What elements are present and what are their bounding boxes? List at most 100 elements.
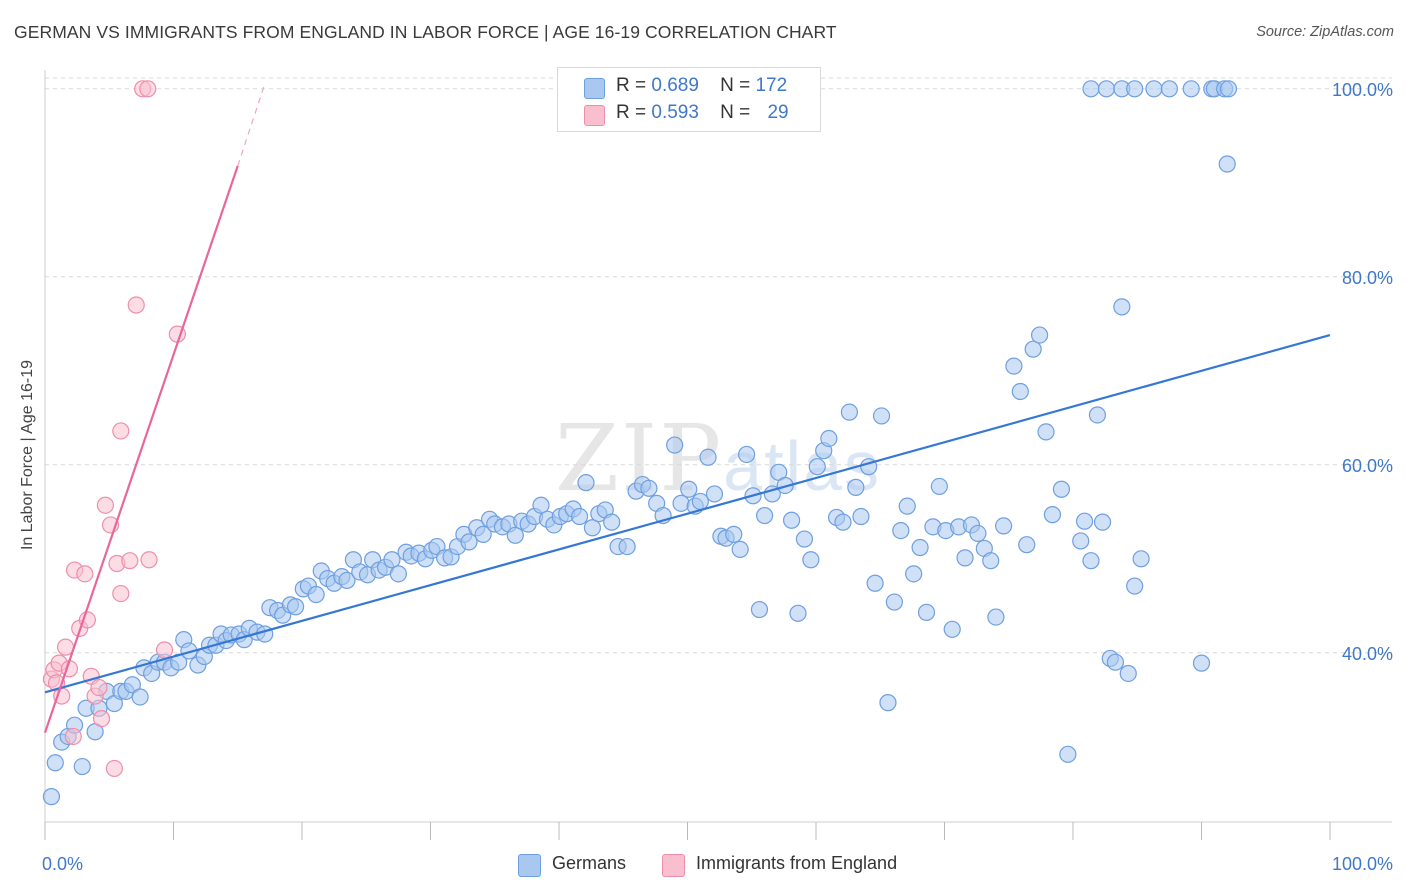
german-point bbox=[917, 603, 936, 621]
german-point bbox=[1018, 536, 1036, 554]
german-point bbox=[905, 565, 923, 583]
england-point bbox=[139, 80, 157, 98]
german-point bbox=[618, 537, 636, 556]
german-point bbox=[307, 585, 325, 604]
x-tick-label: 100.0% bbox=[1332, 854, 1393, 874]
y-tick-label: 40.0% bbox=[1342, 644, 1393, 664]
german-point bbox=[1030, 326, 1049, 344]
england-point bbox=[140, 551, 158, 569]
legend-swatch-germans bbox=[584, 78, 605, 99]
german-point bbox=[750, 600, 769, 619]
bottom-legend-label-england: Immigrants from England bbox=[696, 853, 898, 873]
german-point bbox=[666, 436, 684, 454]
german-point bbox=[506, 526, 524, 544]
german-point bbox=[1126, 80, 1144, 98]
england-trend-line bbox=[43, 165, 239, 734]
legend-r-label: R = bbox=[616, 75, 647, 96]
england-point bbox=[105, 759, 123, 778]
german-point bbox=[640, 479, 658, 497]
german-point bbox=[820, 429, 838, 448]
german-point bbox=[42, 788, 61, 806]
german-point bbox=[338, 571, 356, 590]
german-point bbox=[866, 574, 884, 592]
german-point bbox=[1037, 423, 1055, 441]
german-point bbox=[879, 694, 897, 712]
german-point bbox=[1059, 745, 1077, 763]
german-point bbox=[1126, 577, 1144, 595]
england-trend-extension bbox=[237, 83, 266, 167]
german-point bbox=[840, 403, 859, 421]
german-point bbox=[474, 525, 492, 543]
german-point bbox=[672, 494, 690, 512]
legend-r-value-germans: 0.689 bbox=[651, 75, 699, 96]
legend-n-label: N = bbox=[720, 102, 751, 123]
german-point bbox=[583, 519, 602, 537]
bottom-legend-swatch-england bbox=[662, 854, 685, 877]
german-point bbox=[603, 513, 621, 531]
german-point bbox=[795, 530, 814, 548]
england-point bbox=[112, 422, 130, 440]
german-point bbox=[705, 485, 724, 503]
england-point bbox=[92, 709, 111, 728]
legend-r-label: R = bbox=[616, 102, 647, 123]
german-point bbox=[1043, 506, 1062, 524]
england-point bbox=[78, 611, 97, 629]
german-point bbox=[1097, 80, 1116, 98]
german-point bbox=[1192, 654, 1211, 672]
german-point bbox=[1113, 298, 1131, 316]
german-point bbox=[691, 492, 709, 511]
german-point bbox=[1082, 552, 1100, 570]
legend-swatch-england bbox=[584, 105, 605, 126]
german-point bbox=[1182, 80, 1200, 98]
german-point bbox=[383, 551, 401, 569]
german-point bbox=[286, 598, 305, 616]
german-point bbox=[943, 620, 961, 638]
german-point bbox=[885, 593, 903, 611]
german-point bbox=[956, 549, 974, 567]
german-point bbox=[892, 521, 910, 540]
legend-n-value-germans: 172 bbox=[755, 75, 788, 96]
german-point bbox=[982, 552, 1000, 570]
german-point bbox=[1145, 80, 1163, 98]
german-point bbox=[577, 474, 595, 492]
y-axis-label: In Labor Force | Age 16-19 bbox=[19, 359, 36, 551]
england-point bbox=[90, 678, 108, 697]
german-point bbox=[731, 540, 749, 559]
legend-n-value-england: 29 bbox=[767, 102, 789, 123]
german-point bbox=[930, 477, 948, 496]
german-point bbox=[1106, 653, 1125, 671]
german-point bbox=[570, 507, 589, 526]
german-point bbox=[898, 497, 916, 515]
german-point bbox=[256, 625, 274, 643]
y-tick-label: 80.0% bbox=[1342, 268, 1393, 288]
german-point bbox=[1219, 80, 1238, 98]
german-point bbox=[1088, 406, 1107, 424]
german-point bbox=[987, 608, 1005, 626]
german-point bbox=[123, 676, 141, 694]
german-point bbox=[1093, 513, 1112, 531]
england-point bbox=[127, 296, 145, 314]
german-point bbox=[73, 757, 91, 776]
german-point bbox=[1072, 532, 1090, 550]
german-point bbox=[782, 511, 801, 529]
legend-r-value-england: 0.593 bbox=[651, 102, 699, 123]
german-point bbox=[738, 445, 756, 464]
german-point bbox=[834, 513, 852, 531]
german-point bbox=[1119, 664, 1137, 683]
legend-n-label: N = bbox=[720, 75, 751, 96]
england-point bbox=[64, 727, 82, 746]
bottom-legend-swatch-germans bbox=[518, 854, 541, 877]
german-point bbox=[532, 496, 550, 514]
german-point bbox=[847, 478, 865, 496]
england-point bbox=[96, 496, 114, 514]
german-point bbox=[680, 480, 698, 498]
y-tick-label: 60.0% bbox=[1342, 456, 1393, 476]
chart-title: GERMAN VS IMMIGRANTS FROM ENGLAND IN LAB… bbox=[14, 22, 837, 42]
german-point bbox=[131, 688, 149, 706]
german-point bbox=[852, 507, 870, 526]
german-point bbox=[1024, 340, 1042, 358]
german-point bbox=[1005, 357, 1023, 375]
german-point bbox=[1052, 480, 1071, 498]
england-point bbox=[121, 552, 139, 570]
